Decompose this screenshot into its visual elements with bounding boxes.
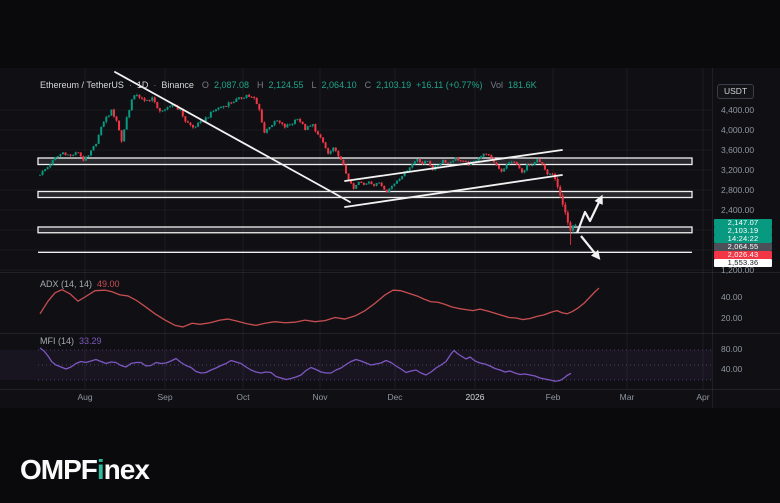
time-axis-label: Aug	[77, 392, 93, 402]
price-axis-label: 20.00	[721, 313, 743, 323]
exchange-label: Binance	[161, 80, 194, 90]
mfi-label[interactable]: MFI (14)	[40, 336, 75, 346]
mfi-legend: MFI (14) 33.29	[40, 336, 102, 346]
price-axis-label: 3,600.00	[721, 145, 755, 155]
price-axis-label: 4,000.00	[721, 125, 755, 135]
symbol-title[interactable]: Ethereum / TetherUS	[40, 80, 124, 90]
time-axis-label: Oct	[236, 392, 250, 402]
change-value: +16.11 (+0.77%)	[416, 80, 483, 90]
mfi-value: 33.29	[79, 336, 102, 346]
price-tag: 2,064.55	[714, 242, 772, 251]
price-axis-label: 1,200.00	[721, 265, 755, 275]
legend-separator: ·	[128, 80, 132, 90]
time-axis-label: Sep	[157, 392, 173, 402]
time-axis-label: Nov	[312, 392, 328, 402]
price-tag: 1,553.36	[714, 258, 772, 267]
legend-separator: ·	[153, 80, 157, 90]
logo-accent-letter: i	[96, 454, 105, 485]
price-tag: 2,147.07	[714, 218, 772, 227]
price-tag: 14:24:22	[714, 234, 772, 243]
adx-label[interactable]: ADX (14, 14)	[40, 279, 93, 289]
price-axis-label: 40.00	[721, 292, 743, 302]
price-axis-label: 4,400.00	[721, 105, 755, 115]
close-value: 2,103.19	[376, 80, 412, 90]
time-axis-label: Dec	[387, 392, 403, 402]
open-value: 2,087.08	[213, 80, 249, 90]
interval-label[interactable]: 1D	[136, 80, 149, 90]
time-axis[interactable]: Aug Sep Oct Nov Dec 2026 Feb Mar Apr	[0, 390, 712, 408]
volume-value: 181.6K	[508, 80, 537, 90]
price-axis-label: 80.00	[721, 344, 743, 354]
price-axis[interactable]: 4,400.00 4,000.00 3,600.00 3,200.00 2,800.00…	[712, 68, 780, 408]
adx-value: 49.00	[97, 279, 120, 289]
low-value: 2,064.10	[321, 80, 357, 90]
close-label: C	[364, 80, 372, 90]
logo-text-part1: OMPF	[20, 454, 98, 485]
volume-label: Vol	[490, 80, 504, 90]
price-tag: 2,103.19	[714, 226, 772, 235]
time-axis-label: Mar	[619, 392, 635, 402]
price-tag: 2,026.43	[714, 250, 772, 259]
adx-legend: ADX (14, 14) 49.00	[40, 279, 120, 289]
currency-unit-button[interactable]: USDT	[717, 84, 755, 99]
high-label: H	[256, 80, 264, 90]
time-axis-label: Apr	[696, 392, 710, 402]
time-axis-label: 2026	[465, 392, 485, 402]
price-axis-label: 2,400.00	[721, 205, 755, 215]
low-label: L	[311, 80, 317, 90]
ompfinex-logo: OMPFinex	[20, 454, 150, 486]
high-value: 2,124.55	[268, 80, 304, 90]
logo-text-part2: nex	[103, 454, 150, 485]
open-label: O	[201, 80, 209, 90]
price-axis-label: 2,800.00	[721, 185, 755, 195]
symbol-legend: Ethereum / TetherUS · 1D · Binance O 2,0…	[40, 80, 537, 90]
price-axis-label: 3,200.00	[721, 165, 755, 175]
price-axis-label: 40.00	[721, 364, 743, 374]
time-axis-label: Feb	[545, 392, 561, 402]
